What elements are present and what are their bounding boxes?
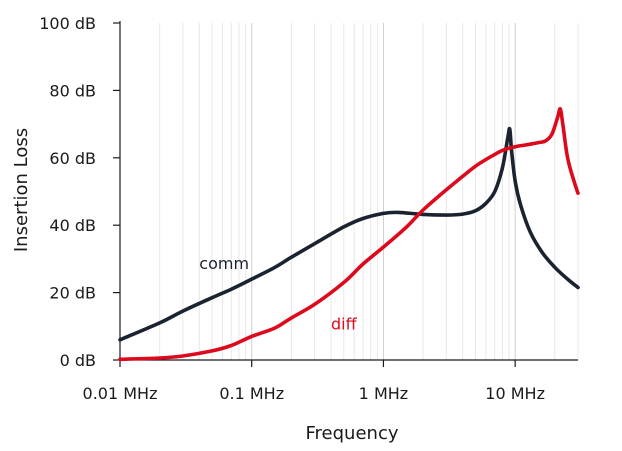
y-tick-label: 60 dB — [49, 149, 96, 168]
series-line-diff — [118, 106, 580, 362]
y-axis-title: Insertion Loss — [11, 128, 32, 252]
y-tick-label: 20 dB — [49, 284, 96, 303]
x-tick-label: 0.1 MHz — [219, 384, 284, 403]
x-tick-label: 10 MHz — [485, 384, 545, 403]
series-label-diff: diff — [331, 315, 358, 334]
series-line-comm — [118, 126, 580, 342]
series-layer — [118, 106, 580, 362]
x-axis-title: Frequency — [306, 423, 399, 444]
y-axis-ticks: 0 dB 20 dB 40 dB 60 dB 80 dB 100 dB — [39, 14, 120, 370]
x-tick-label: 1 MHz — [359, 384, 409, 403]
y-tick-label: 100 dB — [39, 14, 96, 33]
series-labels: comm diff — [199, 254, 357, 334]
y-tick-label: 40 dB — [49, 216, 96, 235]
series-label-comm: comm — [199, 254, 249, 273]
y-tick-label: 80 dB — [49, 81, 96, 100]
x-axis-ticks: 0.01 MHz 0.1 MHz 1 MHz 10 MHz — [83, 360, 545, 403]
x-tick-label: 0.01 MHz — [83, 384, 158, 403]
axes — [119, 21, 578, 361]
y-tick-label: 0 dB — [60, 351, 96, 370]
